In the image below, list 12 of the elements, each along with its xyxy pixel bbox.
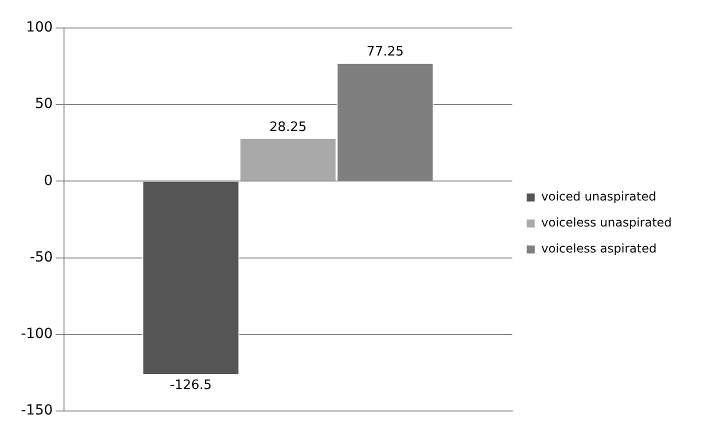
y-tick-label: 50 bbox=[34, 96, 53, 112]
y-tick-label: 0 bbox=[44, 172, 53, 189]
y-tick-label: -150 bbox=[20, 402, 53, 419]
legend-label: voiceless aspirated bbox=[541, 242, 657, 256]
data-label: 28.25 bbox=[269, 120, 307, 135]
y-tick-label: -50 bbox=[30, 249, 53, 266]
y-tick-label: 100 bbox=[26, 20, 53, 36]
y-tick-label: -100 bbox=[20, 326, 53, 342]
legend-label: voiced unaspirated bbox=[541, 190, 656, 204]
data-label: -126.5 bbox=[170, 378, 212, 393]
data-label: 77.25 bbox=[366, 44, 404, 60]
legend-label: voiceless unaspirated bbox=[541, 216, 672, 230]
